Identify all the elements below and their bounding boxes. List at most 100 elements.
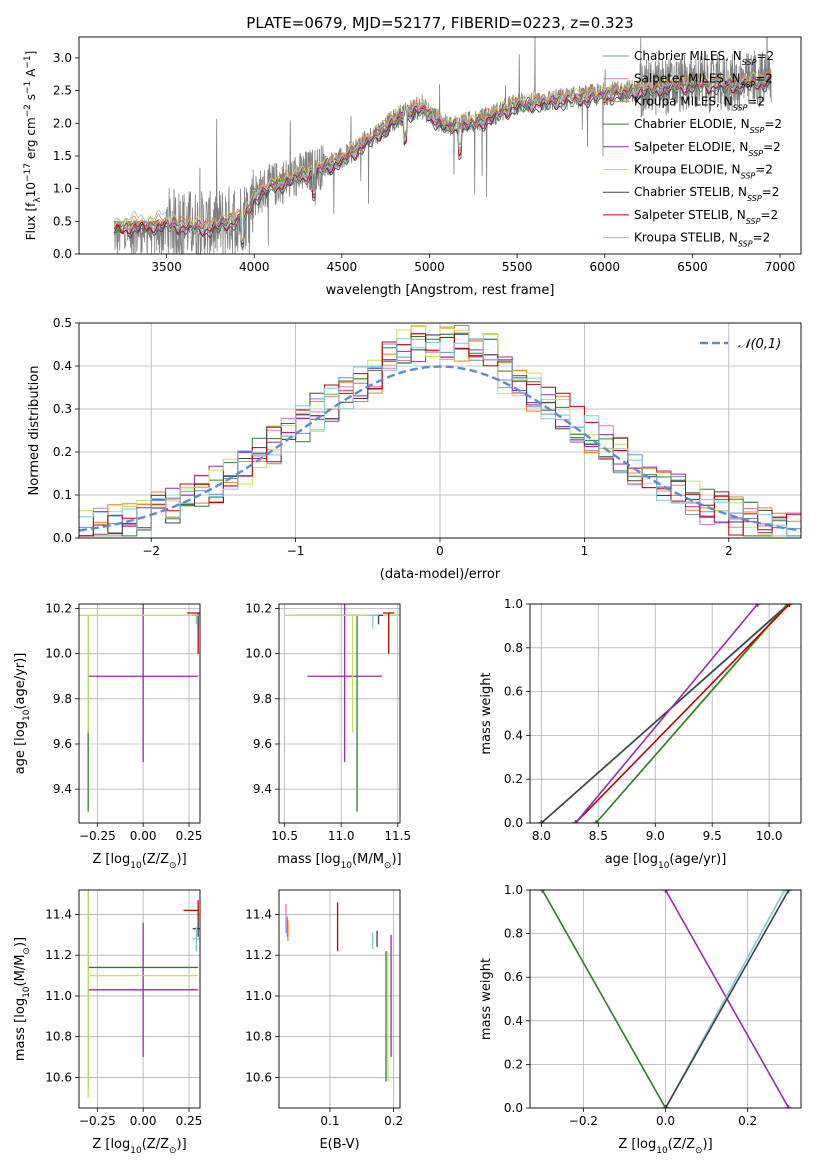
weight-marker xyxy=(593,820,600,823)
label-part: log xyxy=(13,721,28,741)
x-tick-label: 10.5 xyxy=(271,829,298,843)
label-part: 10 xyxy=(656,1146,668,1156)
label-part: M xyxy=(13,955,28,966)
y-tick-label: 10.0 xyxy=(245,647,272,661)
axes-frame xyxy=(278,889,401,1109)
axes-weight_vs_Z: −0.2 0.0 0.2 0.0 0.2 0.4 0.6 0.8 1.0 Z [log10(Z/Z… xyxy=(479,883,802,1156)
label-part: ⊙ xyxy=(695,1146,703,1156)
legend-sub: SSP xyxy=(750,126,765,135)
label-part: ⊙ xyxy=(169,861,177,871)
x-tick-label: 6000 xyxy=(589,260,620,274)
label-part: mass [ xyxy=(13,1018,28,1061)
y-tick-label: 9.8 xyxy=(53,692,72,706)
weight-line-5 xyxy=(574,604,759,823)
legend-sub: SSP xyxy=(748,148,763,157)
legend-tail: =2 xyxy=(755,163,773,177)
y-tick-label: 11.4 xyxy=(45,907,72,921)
y-label-part: −17 xyxy=(23,163,33,182)
weight-marker xyxy=(786,604,793,607)
hist-step-8 xyxy=(79,338,801,537)
x-tick-label: 3500 xyxy=(151,260,182,274)
x-tick-label: −0.25 xyxy=(79,1114,116,1128)
y-tick-label: 10.8 xyxy=(45,1030,72,1044)
x-axis-label: (data-model)/error xyxy=(380,567,501,582)
y-tick-label: 9.8 xyxy=(253,692,272,706)
weight-line-4 xyxy=(574,604,791,823)
y-tick-label: 9.4 xyxy=(53,782,72,796)
legend-sub: SSP xyxy=(741,80,756,89)
x-tick-label: 8.5 xyxy=(589,829,608,843)
weight-marker xyxy=(785,1105,792,1108)
x-tick-label: 9.0 xyxy=(646,829,665,843)
legend-text: Kroupa STELIB, N xyxy=(634,231,738,245)
y-tick-label: 10.8 xyxy=(245,1030,272,1044)
plot-area-weight_vs_age xyxy=(538,604,793,823)
x-tick-label: 0.25 xyxy=(176,1114,203,1128)
label-part: 10 xyxy=(130,861,142,871)
x-tick-label: −2 xyxy=(142,544,160,558)
y-tick-label: 9.6 xyxy=(53,737,72,751)
label-part: (Z/ xyxy=(668,1137,687,1152)
label-part: Z xyxy=(160,852,169,867)
y-tick-label: 11.0 xyxy=(245,989,272,1003)
y-tick-label: 0.6 xyxy=(504,685,523,699)
weight-line-4 xyxy=(664,890,790,1108)
label-part: log xyxy=(638,852,658,867)
y-tick-label: 0.0 xyxy=(504,1101,523,1115)
y-tick-label: 0.4 xyxy=(504,728,523,742)
legend-text: Chabrier STELIB, N xyxy=(634,185,747,199)
legend-entry: Kroupa STELIB, NSSP=2 xyxy=(634,231,770,249)
x-tick-label: −0.2 xyxy=(569,1114,598,1128)
label-part: (age/yr)] xyxy=(669,852,726,867)
y-tick-label: 0.6 xyxy=(504,970,523,984)
x-tick-label: 6500 xyxy=(677,260,708,274)
legend-tail: =2 xyxy=(760,208,778,222)
weight-line-1 xyxy=(540,604,790,823)
label-part: (M/ xyxy=(352,852,373,867)
label-part: Z xyxy=(686,1137,695,1152)
plot-area-mass_vs_ebv xyxy=(285,902,392,1082)
label-part: 10 xyxy=(22,986,32,998)
x-axis-label: Z [log10(Z/Z⊙)] xyxy=(618,1137,712,1156)
y-tick-label: 9.6 xyxy=(253,737,272,751)
label-part: (age/yr)] xyxy=(13,653,28,710)
x-axis-label: Z [log10(Z/Z⊙)] xyxy=(92,852,186,871)
y-label-part: λ xyxy=(33,197,43,203)
x-tick-label: 0 xyxy=(436,544,444,558)
y-tick-label: 10.2 xyxy=(45,602,72,616)
y-tick-label: 0.0 xyxy=(53,247,72,261)
plot-area-weight_vs_Z xyxy=(539,890,792,1108)
y-axis-label: age [log10(age/yr)] xyxy=(13,653,32,775)
legend-entry: Chabrier STELIB, NSSP=2 xyxy=(634,185,779,203)
axes-frame xyxy=(78,36,802,255)
label-part: ⊙ xyxy=(22,947,32,955)
x-tick-label: 0.0 xyxy=(656,1114,675,1128)
label-part: Z [ xyxy=(92,852,110,867)
label-part: M xyxy=(373,852,384,867)
plot-area-residuals xyxy=(79,325,801,537)
label-part: Z xyxy=(160,1137,169,1152)
weight-marker xyxy=(572,820,579,823)
axes-frame xyxy=(78,603,201,824)
y-axis-label: Flux [fλ10−17 erg cm−2 s−1 A−1] xyxy=(23,51,43,241)
x-axis-label: wavelength [Angstrom, rest frame] xyxy=(326,283,555,298)
y-axis-label: mass weight xyxy=(479,958,494,1040)
weight-line-3 xyxy=(595,604,788,823)
legend-sub: SSP xyxy=(746,216,761,225)
y-tick-label: 1.0 xyxy=(53,182,72,196)
y-label-part: s xyxy=(24,94,38,104)
y-tick-label: 11.0 xyxy=(45,989,72,1003)
y-label-part: ] xyxy=(24,51,38,56)
label-part: age [ xyxy=(13,741,28,774)
plot-area-age_vs_mass xyxy=(284,604,400,812)
legend-sub: SSP xyxy=(741,171,756,180)
label-part: log xyxy=(321,852,341,867)
legend-text: Chabrier ELODIE, N xyxy=(634,117,750,131)
axes-frame xyxy=(78,889,201,1109)
y-label-part: −1 xyxy=(23,55,33,68)
legend-entry: Salpeter STELIB, NSSP=2 xyxy=(634,208,778,226)
x-axis-label: E(B-V) xyxy=(319,1137,359,1152)
x-tick-label: 11.5 xyxy=(384,829,411,843)
x-tick-label: −1 xyxy=(287,544,305,558)
